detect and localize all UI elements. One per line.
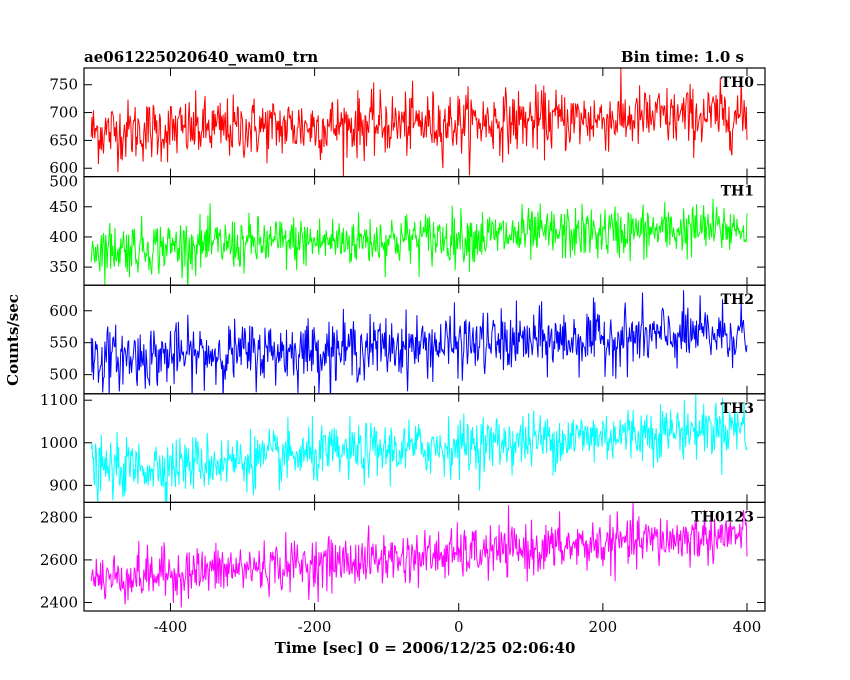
y-tick-label: 350 [49, 258, 78, 276]
panel-label-th0123: TH0123 [691, 509, 754, 525]
panel-frame [83, 501, 766, 612]
panel-label-th2: TH2 [721, 292, 754, 308]
y-tick-label: 600 [49, 159, 78, 177]
y-tick-label: 2800 [40, 508, 78, 526]
chart-title-left: ae061225020640_wam0_trn [84, 48, 318, 66]
series-line-th0 [90, 68, 748, 177]
x-tick-label: 400 [733, 618, 762, 636]
y-tick-label: 900 [49, 476, 78, 494]
series-line-th2 [90, 290, 748, 394]
chart-title-right: Bin time: 1.0 s [621, 48, 744, 66]
series-line-th1 [90, 198, 748, 286]
y-tick-label: 2400 [40, 593, 78, 611]
panel-label-th3: TH3 [721, 401, 754, 417]
panel-th2: 500 550 600 TH2 [49, 284, 766, 395]
panel-th0123: 2400 2600 2800 TH0123 [40, 501, 766, 612]
x-tick-label: -400 [154, 618, 188, 636]
y-tick-label: 750 [49, 76, 78, 94]
y-tick-label: 500 [49, 173, 78, 191]
x-axis-label: Time [sec] 0 = 2006/12/25 02:06:40 [275, 639, 576, 657]
x-tick-label: 200 [589, 618, 618, 636]
series-line-th3 [90, 393, 748, 503]
y-tick-label: 400 [49, 228, 78, 246]
y-axis-label: Counts/sec [4, 294, 22, 386]
panel-label-th0: TH0 [721, 75, 755, 91]
y-tick-label: 600 [49, 302, 78, 320]
y-tick-label: 500 [49, 366, 78, 384]
x-tick-label: 0 [454, 618, 464, 636]
y-tick-label: 2600 [40, 551, 78, 569]
y-tick-label: 450 [49, 198, 78, 216]
series-line-th0123 [90, 502, 748, 608]
y-tick-label: 1000 [40, 434, 78, 452]
panels-group: 600 650 700 750 TH0 350 400 450 500 TH1 500 550 600 T… [40, 67, 766, 612]
y-tick-label: 700 [49, 104, 78, 122]
y-tick-label: 550 [49, 334, 78, 352]
y-tick-label: 650 [49, 131, 78, 149]
x-tick-labels: -400 -200 0 200 400 [154, 618, 762, 636]
panel-th0: 600 650 700 750 TH0 [49, 67, 766, 177]
y-tick-label: 1100 [40, 391, 78, 409]
panel-th3: 900 1000 1100 TH3 [40, 391, 766, 503]
panel-label-th1: TH1 [721, 184, 754, 200]
panel-th1: 350 400 450 500 TH1 [49, 173, 766, 286]
x-tick-label: -200 [298, 618, 332, 636]
